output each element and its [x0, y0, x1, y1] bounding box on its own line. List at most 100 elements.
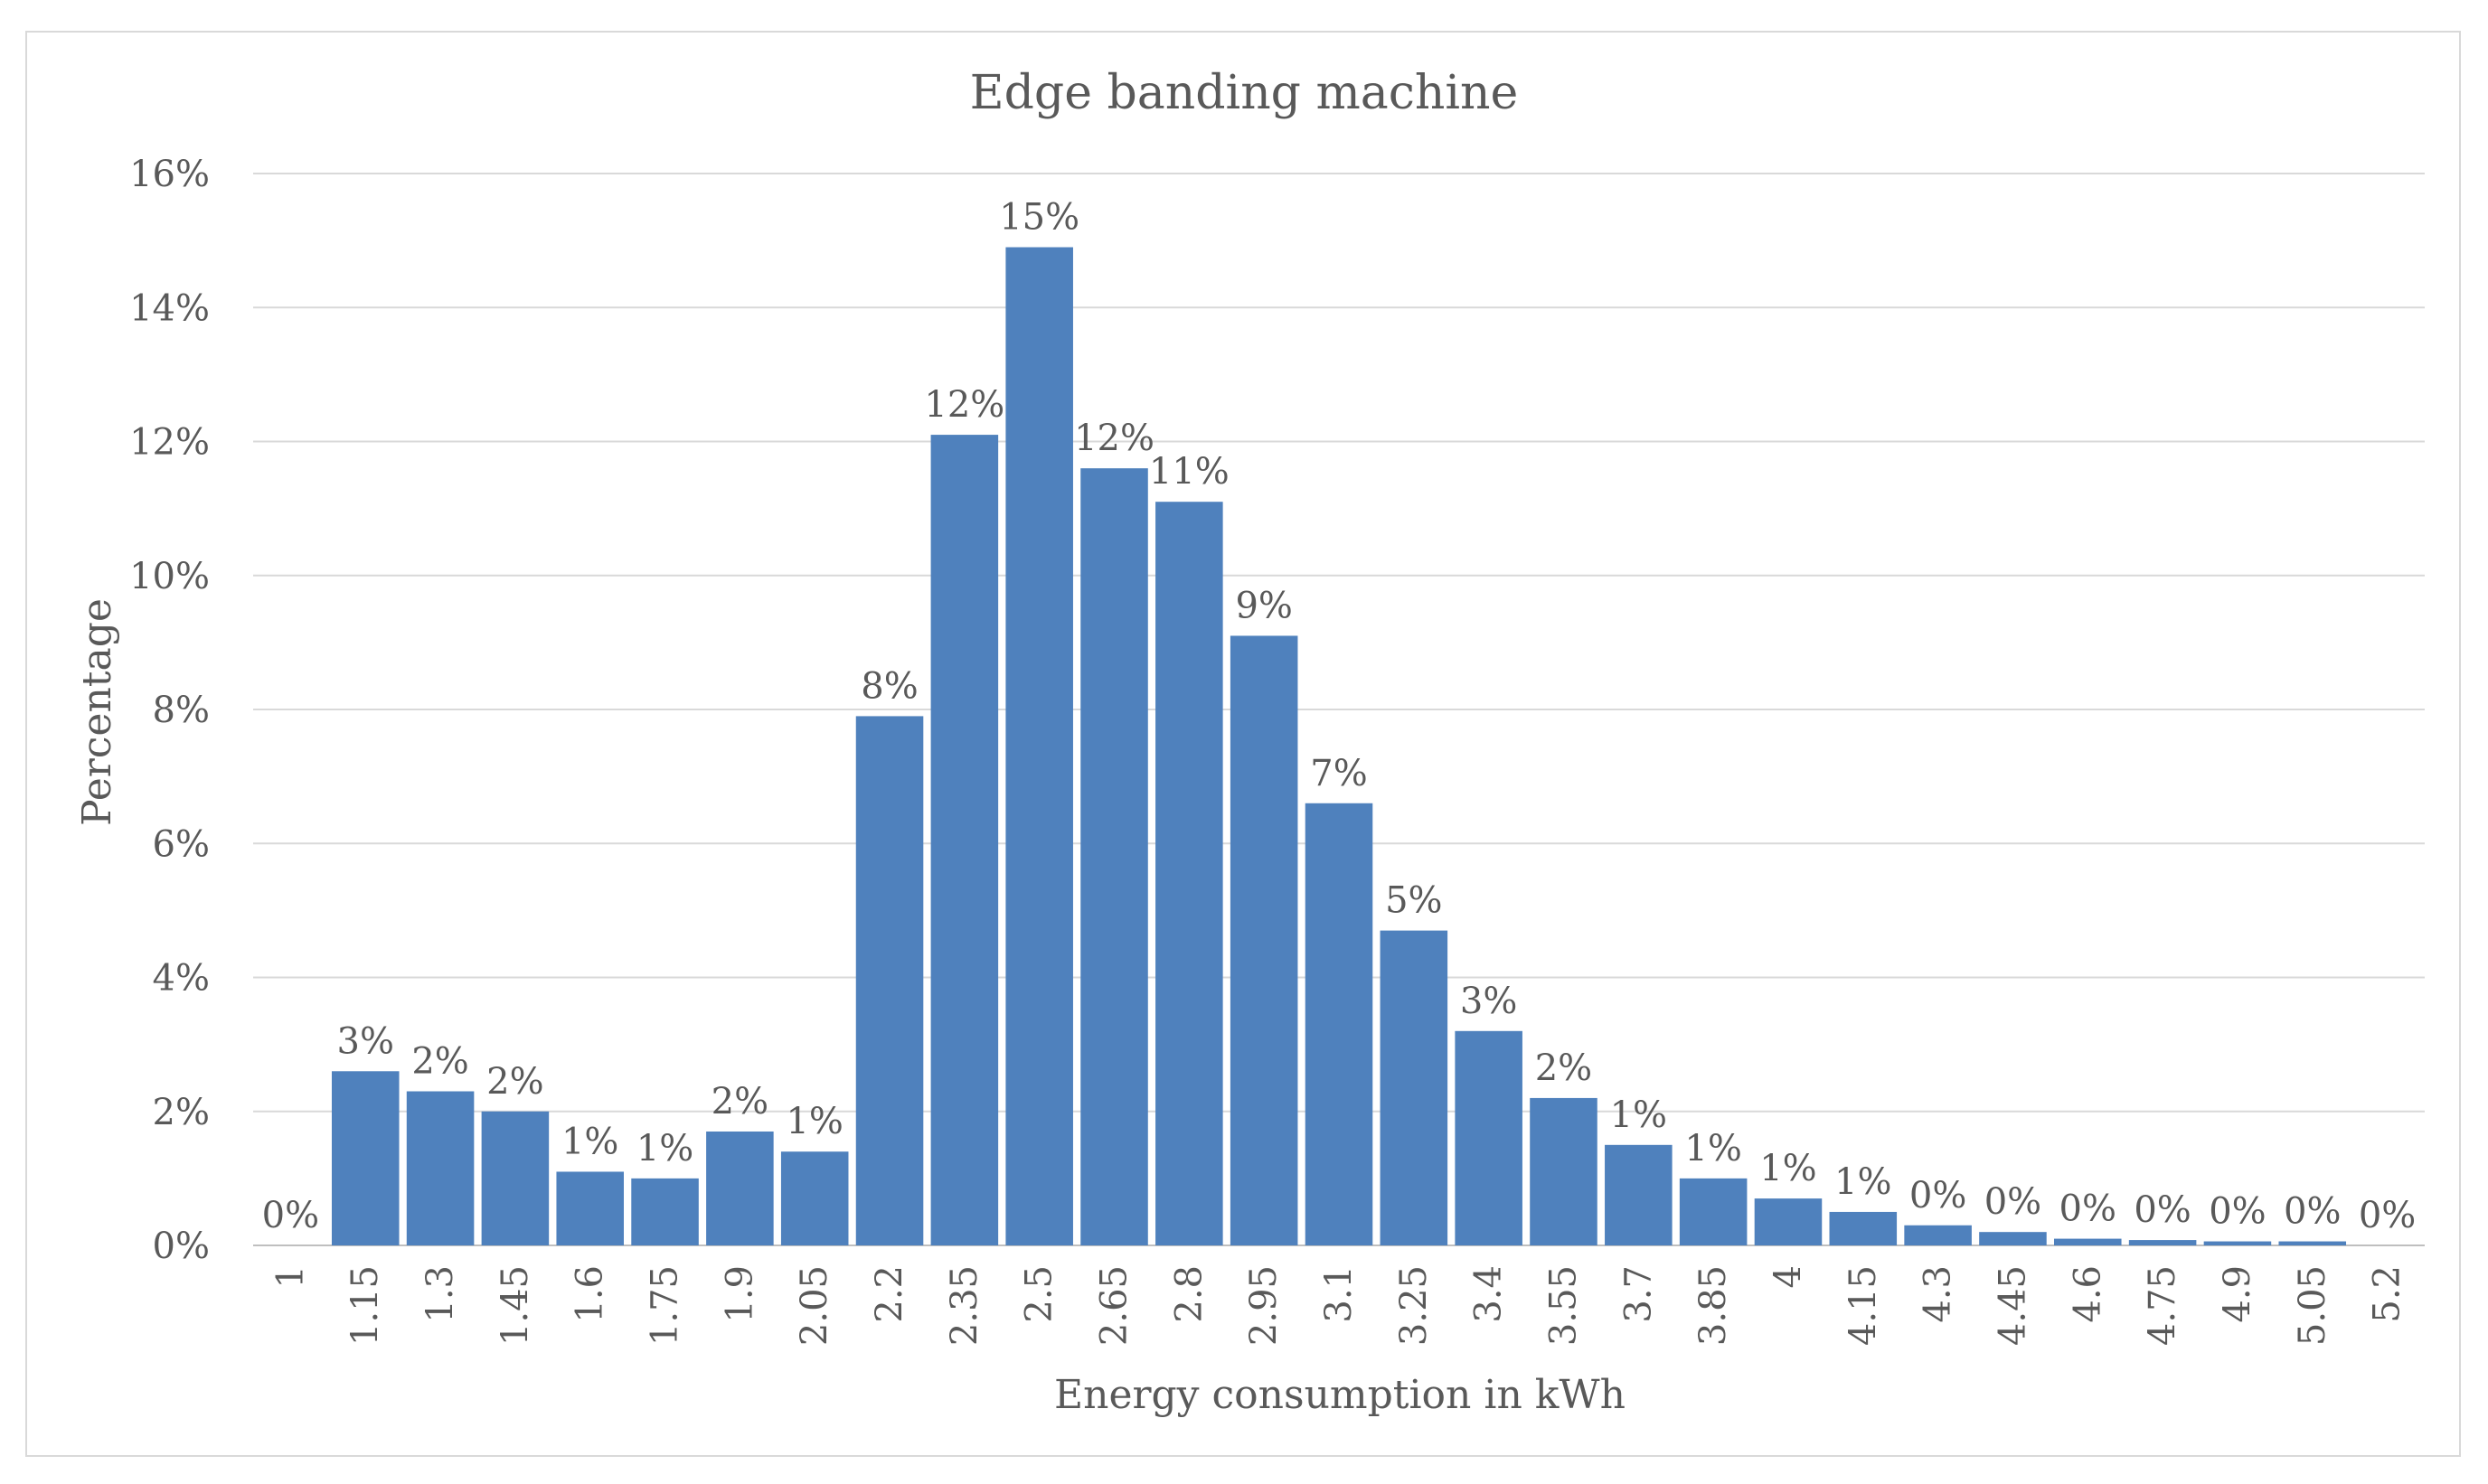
y-axis-ticks: 0% 2% 4% 6% 8% 10% 12% 14% 16%: [129, 154, 210, 1267]
data-label: 1%: [1834, 1161, 1891, 1203]
data-label: 0%: [2359, 1195, 2416, 1236]
bar: [1530, 1097, 1597, 1245]
bar: [1829, 1211, 1898, 1245]
data-label: 12%: [1074, 418, 1154, 459]
data-label: 1%: [636, 1128, 693, 1169]
chart-title: Edge banding machine: [970, 66, 1519, 120]
x-axis-ticks: 1 1.15 1.3 1.45 1.6 1.75 1.9 2.05 2.2 2.35 2.5 2.65…: [269, 1265, 2408, 1346]
y-tick-label: 4%: [153, 958, 210, 1000]
bar: [331, 1071, 400, 1245]
data-label: 12%: [924, 384, 1004, 426]
bar: [1080, 468, 1148, 1245]
x-tick-label: 2.5: [1019, 1265, 1060, 1323]
x-tick-label: 3.1: [1318, 1265, 1360, 1323]
x-tick-label: 4.75: [2142, 1265, 2183, 1346]
data-label: 7%: [1310, 753, 1367, 794]
y-tick-label: 10%: [129, 556, 210, 597]
x-tick-label: 4: [1767, 1265, 1809, 1288]
y-axis-label: Percentage: [74, 598, 120, 826]
bar: [406, 1091, 475, 1245]
x-tick-label: 5.05: [2292, 1265, 2333, 1346]
x-tick-label: 1.75: [645, 1265, 686, 1346]
data-label: 2%: [411, 1041, 468, 1083]
data-label: 2%: [1535, 1047, 1592, 1089]
data-label: 1%: [786, 1101, 843, 1142]
bar: [855, 716, 924, 1245]
data-label: 2%: [712, 1081, 768, 1122]
bar: [1230, 635, 1298, 1245]
bar: [2278, 1241, 2347, 1245]
x-tick-label: 2.65: [1094, 1265, 1136, 1346]
x-tick-label: 4.15: [1842, 1265, 1884, 1346]
bar: [2128, 1240, 2197, 1245]
data-label: 1%: [1610, 1094, 1667, 1136]
data-label: 9%: [1235, 585, 1292, 626]
y-tick-label: 14%: [129, 287, 210, 329]
x-tick-label: 5.2: [2367, 1265, 2408, 1323]
data-label: 0%: [2059, 1188, 2116, 1230]
data-label: 0%: [262, 1195, 319, 1236]
data-label: 0%: [2284, 1191, 2341, 1233]
x-tick-label: 2.35: [944, 1265, 985, 1346]
data-label: 1%: [1759, 1148, 1816, 1189]
data-label: 1%: [561, 1121, 618, 1162]
x-tick-label: 1.6: [570, 1265, 611, 1323]
bar: [1155, 502, 1223, 1245]
x-tick-label: 2.2: [869, 1265, 910, 1323]
bar: [2054, 1238, 2122, 1245]
bar: [706, 1131, 774, 1245]
data-label: 5%: [1385, 880, 1442, 922]
x-tick-label: 3.4: [1468, 1265, 1510, 1323]
x-tick-label: 4.45: [1992, 1265, 2033, 1346]
x-tick-label: 4.3: [1918, 1265, 1959, 1323]
bar: [1754, 1198, 1823, 1245]
data-label: 0%: [2134, 1189, 2191, 1231]
bar: [1904, 1225, 1972, 1245]
bar: [556, 1171, 624, 1245]
x-tick-label: 3.55: [1542, 1265, 1584, 1346]
bar: [481, 1111, 550, 1245]
data-label: 2%: [486, 1061, 543, 1103]
data-label: 3%: [337, 1020, 394, 1062]
x-tick-label: 1.45: [495, 1265, 536, 1346]
x-tick-label: 1.3: [419, 1265, 461, 1323]
y-tick-label: 12%: [129, 422, 210, 464]
data-label: 8%: [861, 665, 918, 707]
data-label: 15%: [999, 197, 1079, 239]
bar: [930, 435, 999, 1245]
bar: [1979, 1232, 2047, 1245]
y-tick-label: 0%: [153, 1226, 210, 1267]
x-tick-label: 2.95: [1243, 1265, 1285, 1346]
y-tick-label: 6%: [153, 823, 210, 865]
x-tick-label: 4.9: [2217, 1265, 2258, 1323]
bar: [1005, 247, 1073, 1246]
data-label: 0%: [1909, 1175, 1966, 1216]
bar: [1380, 930, 1448, 1245]
x-tick-label: 1: [269, 1265, 311, 1288]
bars: [331, 247, 2347, 1246]
y-tick-label: 16%: [129, 154, 210, 195]
data-label: 11%: [1149, 451, 1230, 493]
data-label: 0%: [1984, 1181, 2041, 1223]
bar: [631, 1178, 699, 1245]
x-axis-label: Energy consumption in kWh: [1054, 1372, 1626, 1418]
bar: [2203, 1241, 2272, 1245]
x-tick-label: 2.8: [1168, 1265, 1210, 1323]
y-tick-label: 8%: [153, 690, 210, 731]
bar: [1605, 1144, 1673, 1245]
bar: [1679, 1178, 1748, 1245]
bar: [1455, 1030, 1522, 1245]
bar: [780, 1151, 849, 1245]
data-labels: 0%3% 2% 2%1% 1%2% 1%8%12%15%12%11%9%7%5%3%2%…: [262, 197, 2417, 1236]
x-tick-label: 1.15: [344, 1265, 386, 1346]
data-label: 3%: [1460, 981, 1517, 1022]
data-label: 0%: [2209, 1191, 2266, 1233]
x-tick-label: 3.7: [1617, 1265, 1659, 1323]
x-tick-label: 3.25: [1393, 1265, 1435, 1346]
x-tick-label: 3.85: [1692, 1265, 1734, 1346]
bar: [1305, 803, 1373, 1245]
y-tick-label: 2%: [153, 1092, 210, 1133]
x-tick-label: 1.9: [719, 1265, 760, 1323]
x-tick-label: 4.6: [2067, 1265, 2108, 1323]
